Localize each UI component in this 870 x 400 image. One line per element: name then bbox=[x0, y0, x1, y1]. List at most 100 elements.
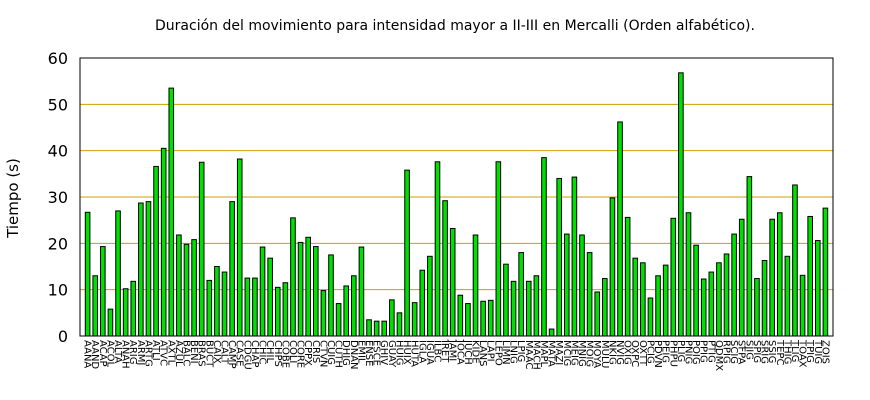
bar bbox=[100, 246, 106, 337]
bar bbox=[351, 275, 357, 337]
x-tick-label: BENI bbox=[188, 340, 199, 364]
x-tick-label: LEPO bbox=[492, 340, 503, 366]
x-tick-label: POIG bbox=[690, 340, 701, 365]
x-tick-label: ESCE bbox=[371, 340, 382, 366]
bar bbox=[594, 291, 601, 337]
bar bbox=[138, 202, 144, 337]
y-tick-label: 0 bbox=[58, 327, 68, 346]
x-tick-label: CHIC bbox=[257, 340, 268, 364]
bar bbox=[670, 217, 677, 337]
bar bbox=[518, 252, 524, 337]
bar bbox=[411, 302, 418, 337]
bar bbox=[807, 215, 813, 337]
x-tick-label: TPIG bbox=[804, 339, 815, 363]
bar bbox=[754, 278, 760, 337]
x-tick-label: THIG bbox=[781, 339, 792, 364]
x-tick-label: CALT bbox=[219, 340, 230, 365]
x-tick-label: ARTG bbox=[142, 340, 153, 367]
x-tick-label: AZUL bbox=[173, 340, 184, 367]
bar bbox=[221, 271, 228, 337]
bar bbox=[662, 264, 669, 337]
x-tick-label: SPIG bbox=[751, 340, 762, 363]
bar bbox=[814, 240, 821, 337]
bar bbox=[647, 297, 654, 337]
plot-frame bbox=[79, 57, 834, 337]
x-tick-label: PTIG bbox=[705, 340, 716, 363]
y-tick-label: 20 bbox=[48, 234, 68, 253]
bar bbox=[252, 277, 258, 337]
x-tick-label: ATVC bbox=[158, 340, 169, 366]
bar bbox=[328, 254, 334, 337]
bar bbox=[541, 157, 547, 337]
y-tick-label: 30 bbox=[48, 188, 68, 207]
bar bbox=[183, 243, 190, 337]
x-tick-label: NKIG bbox=[606, 340, 617, 365]
bar bbox=[153, 165, 159, 337]
bar bbox=[343, 285, 350, 337]
bar bbox=[427, 255, 433, 337]
bar bbox=[472, 234, 479, 337]
x-tick-label: IRET bbox=[439, 340, 450, 363]
x-tick-label: DHIG bbox=[340, 340, 351, 366]
bar bbox=[229, 201, 235, 337]
bar bbox=[640, 262, 646, 337]
bar bbox=[776, 212, 783, 337]
x-tick-label: MAAC bbox=[523, 340, 534, 369]
bar bbox=[176, 234, 182, 337]
bar bbox=[784, 255, 791, 337]
x-tick-label: AXTL bbox=[165, 340, 176, 366]
x-tick-label: DNAN bbox=[348, 340, 359, 370]
bar bbox=[335, 303, 342, 337]
x-tick-label: LPIG bbox=[515, 340, 526, 362]
x-tick-label: MULU bbox=[599, 340, 610, 368]
bar bbox=[799, 274, 806, 337]
bar bbox=[624, 216, 631, 337]
bar bbox=[510, 280, 517, 337]
x-tick-label: CASE bbox=[234, 340, 245, 367]
x-tick-label: GUAY bbox=[386, 340, 397, 368]
x-tick-label: JAMI bbox=[447, 339, 458, 361]
bar bbox=[449, 228, 456, 337]
x-tick-label: MAZI bbox=[553, 340, 564, 365]
x-tick-label: ARMJ bbox=[135, 340, 146, 365]
x-tick-label: RPIG bbox=[721, 340, 732, 364]
bar bbox=[373, 320, 380, 337]
x-tick-label: TUIG bbox=[812, 339, 823, 364]
bar bbox=[655, 275, 661, 337]
bar bbox=[746, 176, 753, 337]
bar bbox=[632, 257, 639, 337]
x-tick-label: KIDE bbox=[470, 340, 481, 364]
x-tick-label: JUCH bbox=[462, 339, 473, 365]
x-tick-label: CUTH bbox=[333, 340, 344, 368]
bar bbox=[503, 263, 509, 337]
y-axis-label: Tiempo (s) bbox=[4, 158, 22, 239]
x-tick-label: LIMN bbox=[500, 340, 511, 365]
x-tick-label: MNIG bbox=[576, 340, 587, 367]
bar bbox=[419, 269, 426, 337]
x-tick-label: HUIG bbox=[393, 340, 404, 366]
bar bbox=[602, 278, 608, 337]
x-tick-label: MOYA bbox=[591, 340, 602, 368]
x-tick-label: CORE bbox=[295, 340, 306, 368]
x-tick-label: MACH bbox=[530, 340, 541, 370]
bar bbox=[487, 299, 494, 337]
x-tick-label: NVIG bbox=[614, 340, 625, 365]
bar bbox=[792, 184, 798, 337]
x-tick-label: CPPX bbox=[302, 340, 313, 366]
y-tick-label: 40 bbox=[48, 142, 68, 161]
x-tick-label: CTVN bbox=[317, 340, 328, 367]
x-tick-label: ACAP bbox=[97, 340, 108, 367]
bar bbox=[579, 234, 585, 337]
x-tick-label: ANAH bbox=[120, 340, 131, 369]
bar bbox=[244, 277, 251, 337]
bar bbox=[312, 246, 319, 337]
x-tick-label: MOIG bbox=[584, 340, 595, 367]
bar bbox=[168, 87, 175, 337]
bar bbox=[191, 239, 197, 337]
y-tick-label: 50 bbox=[48, 95, 68, 114]
bar bbox=[465, 303, 471, 337]
x-tick-label: HUTA bbox=[409, 340, 420, 367]
bar bbox=[571, 176, 578, 337]
bar bbox=[130, 280, 137, 337]
